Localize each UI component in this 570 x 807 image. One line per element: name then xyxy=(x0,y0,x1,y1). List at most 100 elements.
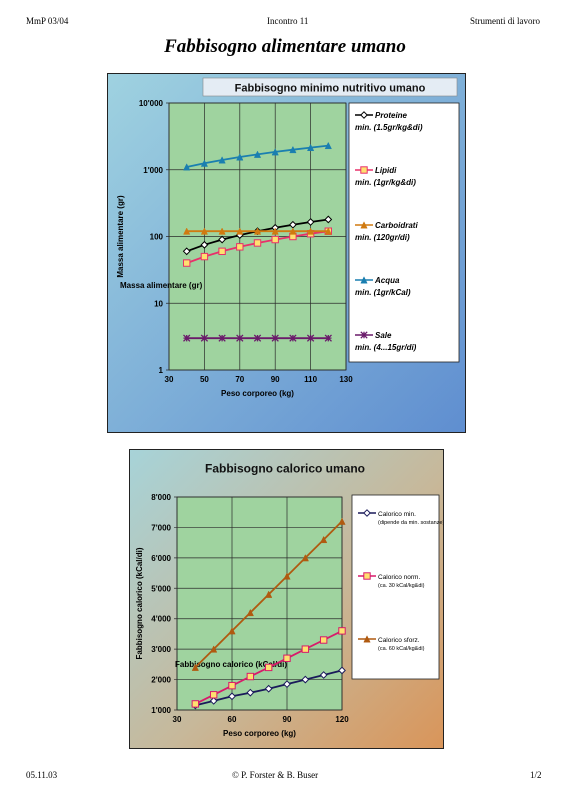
calorie-chart-panel: Fabbisogno calorico umano 30 60 90 120 1'000 2… xyxy=(129,449,445,749)
legend-box xyxy=(351,494,440,680)
x-axis-label: Peso corporeo (kg) xyxy=(221,389,294,398)
data-point xyxy=(183,259,191,267)
x-tick-label: 90 xyxy=(271,375,280,384)
data-point xyxy=(320,535,328,544)
data-point xyxy=(324,227,332,235)
footer-page: 1/2 xyxy=(530,770,542,780)
legend-entry-sub: min. (120gr/di) xyxy=(355,233,410,242)
data-point xyxy=(182,247,191,256)
data-point xyxy=(236,153,244,161)
data-point xyxy=(306,218,315,226)
data-point xyxy=(200,334,209,342)
data-point xyxy=(338,627,346,635)
data-point xyxy=(183,334,191,342)
data-point xyxy=(200,227,209,235)
data-point xyxy=(209,696,218,705)
data-point xyxy=(246,672,255,681)
x-tick-label: 30 xyxy=(173,715,182,724)
legend-entry: Calorico norm. xyxy=(378,574,420,581)
legend-marker xyxy=(360,331,368,339)
data-point xyxy=(265,590,273,598)
data-point xyxy=(324,334,332,342)
data-point xyxy=(253,227,262,235)
data-point xyxy=(253,239,262,247)
legend-entry: Lipidi xyxy=(375,166,397,175)
y-tick-label: 10 xyxy=(154,299,163,308)
nutrition-chart: Fabbisogno minimo nutritivo umano 30 50 70 9… xyxy=(116,77,460,398)
calorie-chart: Fabbisogno calorico umano 30 60 90 120 1'000 2… xyxy=(135,462,445,739)
y-tick-label: 6'000 xyxy=(151,554,171,563)
overlay-axis-label: Fabbisogno calorico (kCal/di) xyxy=(175,660,287,669)
y-tick-label: 4'000 xyxy=(151,615,171,624)
legend-marker xyxy=(363,509,371,517)
data-point xyxy=(183,163,191,171)
legend-entry-sub: (dipende da min. sostanze) xyxy=(378,520,443,526)
data-point xyxy=(338,666,346,675)
legend-entry: Carboidrati xyxy=(375,221,418,230)
data-point xyxy=(289,145,297,154)
footer-copyright: © P. Forster & B. Buser xyxy=(232,770,319,780)
y-axis-label: Fabbisogno calorico (kCal/di) xyxy=(135,547,144,659)
footer-date: 05.11.03 xyxy=(26,770,58,780)
data-point xyxy=(246,608,254,617)
header-left: MmP 03/04 xyxy=(26,16,69,26)
data-point xyxy=(210,645,218,653)
data-point xyxy=(228,692,236,701)
data-point xyxy=(200,159,209,167)
data-point xyxy=(218,156,226,164)
y-tick-label: 5'000 xyxy=(151,584,171,593)
header-center: Incontro 11 xyxy=(267,16,309,26)
legend-entry-sub: (ca. 30 kCal/kg&di) xyxy=(378,583,425,589)
legend-marker xyxy=(360,166,368,174)
y-tick-label: 7'000 xyxy=(151,523,171,532)
y-tick-label: 100 xyxy=(150,233,164,242)
data-point xyxy=(271,235,279,244)
data-point xyxy=(209,691,218,699)
data-point xyxy=(324,141,332,150)
y-tick-label: 1'000 xyxy=(151,706,171,715)
legend-marker xyxy=(360,276,368,284)
legend-marker xyxy=(360,221,368,229)
data-point xyxy=(283,680,291,689)
data-point xyxy=(289,227,297,235)
y-tick-label: 10'000 xyxy=(139,99,164,108)
legend-marker xyxy=(363,635,371,643)
data-point xyxy=(301,675,310,684)
data-point xyxy=(264,663,273,672)
x-tick-label: 110 xyxy=(304,375,317,384)
legend-entry: Calorico sforz. xyxy=(378,637,420,644)
data-point xyxy=(236,243,244,251)
x-tick-label: 70 xyxy=(235,375,244,384)
legend-entry-sub: min. (4...15gr/di) xyxy=(355,343,417,352)
data-point xyxy=(324,215,333,224)
legend-entry-sub: min. (1gr/kg&di) xyxy=(355,178,416,187)
data-point xyxy=(218,235,227,244)
data-point xyxy=(200,240,209,249)
y-tick-label: 1'000 xyxy=(143,166,163,175)
data-point xyxy=(264,684,273,693)
data-point xyxy=(338,517,346,525)
x-tick-label: 60 xyxy=(228,715,237,724)
chart-title: Fabbisogno calorico umano xyxy=(205,462,365,476)
data-point xyxy=(228,627,236,635)
data-point xyxy=(271,334,279,342)
data-point xyxy=(283,654,291,662)
data-point xyxy=(228,681,236,690)
nutrition-chart-panel: Fabbisogno minimo nutritivo umano 30 50 70 9… xyxy=(107,73,466,433)
data-point xyxy=(271,227,279,235)
chart-title-box xyxy=(202,77,458,97)
y-tick-label: 2'000 xyxy=(151,676,171,685)
header-right: Strumenti di lavoro xyxy=(470,16,540,26)
legend-entry-sub: min. (1.5gr/kg&di) xyxy=(355,123,423,132)
data-point xyxy=(218,227,226,235)
data-point xyxy=(191,700,200,708)
x-tick-label: 30 xyxy=(165,375,174,384)
page-title: Fabbisogno alimentare umano xyxy=(164,36,406,57)
data-point xyxy=(246,688,255,697)
legend-entry: Calorico min. xyxy=(378,511,416,518)
data-point xyxy=(283,572,291,580)
data-point xyxy=(306,334,315,342)
data-point xyxy=(183,227,191,235)
legend-entry: Acqua xyxy=(374,276,400,285)
data-point xyxy=(200,252,209,261)
